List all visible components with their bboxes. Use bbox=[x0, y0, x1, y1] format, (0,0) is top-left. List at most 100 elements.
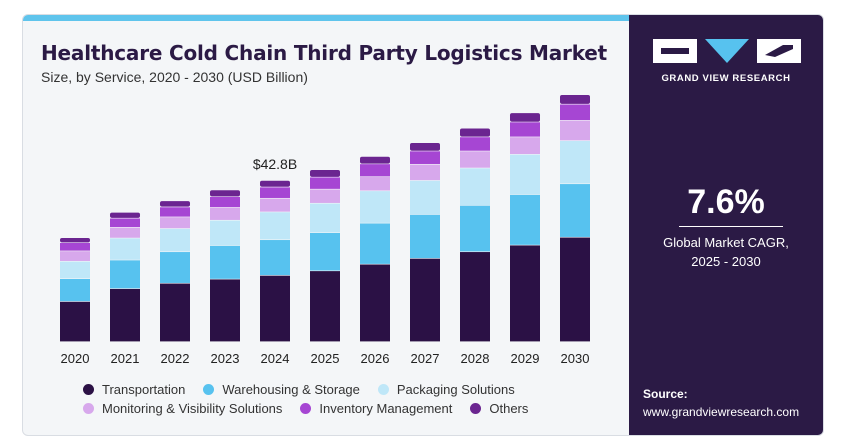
bar-2025-inventory-management bbox=[310, 177, 340, 189]
bar-2023-monitoring-visibility-solutions bbox=[210, 207, 240, 220]
bar-2026-others bbox=[360, 156, 390, 164]
bar-2020-packaging-solutions bbox=[60, 261, 90, 279]
bar-2020-warehousing-storage bbox=[60, 278, 90, 302]
legend-item: Warehousing & Storage bbox=[203, 382, 360, 397]
legend-swatch bbox=[300, 403, 312, 414]
data-label-total: $42.8B bbox=[253, 156, 297, 172]
cagr-divider bbox=[679, 226, 783, 227]
bar-2030-inventory-management bbox=[560, 104, 590, 121]
bar-2027-monitoring-visibility-solutions bbox=[410, 164, 440, 181]
x-tick-label: 2028 bbox=[461, 351, 490, 366]
bar-2030-packaging-solutions bbox=[560, 140, 590, 184]
legend-label: Inventory Management bbox=[319, 401, 453, 416]
bar-2020-transportation bbox=[60, 301, 90, 342]
bar-2024-inventory-management bbox=[260, 187, 290, 198]
bar-2029-monitoring-visibility-solutions bbox=[510, 137, 540, 155]
x-tick-label: 2029 bbox=[511, 351, 540, 366]
cagr-label-line1: Global Market CAGR, bbox=[663, 235, 789, 250]
bar-2023-warehousing-storage bbox=[210, 245, 240, 279]
bar-2026-transportation bbox=[360, 264, 390, 342]
legend-item: Transportation bbox=[83, 382, 185, 397]
cagr-label-line2: 2025 - 2030 bbox=[691, 254, 761, 269]
bar-2027-inventory-management bbox=[410, 151, 440, 164]
cagr-label: Global Market CAGR, 2025 - 2030 bbox=[629, 233, 823, 271]
bar-2026-packaging-solutions bbox=[360, 191, 390, 223]
bar-2028-inventory-management bbox=[460, 137, 490, 151]
bar-2022-inventory-management bbox=[160, 207, 190, 217]
bar-2026-monitoring-visibility-solutions bbox=[360, 177, 390, 191]
x-tick-label: 2020 bbox=[61, 351, 90, 366]
bar-2029-transportation bbox=[510, 245, 540, 342]
bar-2025-monitoring-visibility-solutions bbox=[310, 189, 340, 203]
bar-2028-others bbox=[460, 128, 490, 137]
sidebar-panel: GRAND VIEW RESEARCH 7.6% Global Market C… bbox=[629, 15, 823, 435]
bar-2022-monitoring-visibility-solutions bbox=[160, 217, 190, 229]
bar-2023-others bbox=[210, 190, 240, 197]
bar-2028-packaging-solutions bbox=[460, 168, 490, 206]
chart-panel: Healthcare Cold Chain Third Party Logist… bbox=[23, 15, 629, 435]
bar-2024-transportation bbox=[260, 275, 290, 342]
x-tick-label: 2027 bbox=[411, 351, 440, 366]
brand-name: GRAND VIEW RESEARCH bbox=[661, 73, 791, 84]
source-link[interactable]: www.grandviewresearch.com bbox=[643, 405, 800, 419]
x-tick-label: 2030 bbox=[561, 351, 590, 366]
bar-2021-warehousing-storage bbox=[110, 260, 140, 289]
legend-item: Monitoring & Visibility Solutions bbox=[83, 401, 282, 416]
bar-2025-transportation bbox=[310, 271, 340, 342]
legend-swatch bbox=[83, 403, 94, 414]
bar-2029-inventory-management bbox=[510, 122, 540, 137]
x-tick-label: 2026 bbox=[361, 351, 390, 366]
legend-item: Packaging Solutions bbox=[377, 382, 515, 397]
bar-2020-monitoring-visibility-solutions bbox=[60, 251, 90, 261]
bar-2027-transportation bbox=[410, 258, 440, 342]
x-tick-label: 2025 bbox=[311, 351, 340, 366]
legend-swatch bbox=[83, 384, 94, 395]
stacked-bar-chart: 2020 2021 2022 2023 2024 2025 2026 2027 2028 2029… bbox=[60, 94, 590, 366]
bar-2027-packaging-solutions bbox=[410, 180, 440, 215]
bar-2025-warehousing-storage bbox=[310, 232, 340, 271]
bar-2020-others bbox=[60, 237, 90, 243]
bar-2024-packaging-solutions bbox=[260, 212, 290, 240]
bar-2022-warehousing-storage bbox=[160, 252, 190, 283]
chart-legend: Transportation Warehousing & Storage Packa… bbox=[83, 382, 603, 416]
bar-2025-others bbox=[310, 169, 340, 177]
bar-2030-warehousing-storage bbox=[560, 184, 590, 237]
bar-2030-others bbox=[560, 94, 590, 104]
x-tick-label: 2022 bbox=[161, 351, 190, 366]
x-tick-label: 2021 bbox=[111, 351, 140, 366]
bar-2023-inventory-management bbox=[210, 196, 240, 208]
bar-2026-inventory-management bbox=[360, 164, 390, 177]
legend-label: Warehousing & Storage bbox=[222, 382, 360, 397]
chart-card: Healthcare Cold Chain Third Party Logist… bbox=[22, 14, 824, 436]
x-tick-label: 2023 bbox=[211, 351, 240, 366]
legend-swatch bbox=[203, 384, 215, 395]
bar-2022-packaging-solutions bbox=[160, 228, 190, 252]
x-tick-label: 2024 bbox=[261, 351, 290, 366]
bar-2021-transportation bbox=[110, 288, 140, 342]
chart-title: Healthcare Cold Chain Third Party Logist… bbox=[41, 41, 607, 65]
grand-view-research-logo bbox=[653, 39, 801, 63]
bar-2024-monitoring-visibility-solutions bbox=[260, 198, 290, 212]
bar-2021-others bbox=[110, 212, 140, 218]
bar-2030-monitoring-visibility-solutions bbox=[560, 120, 590, 141]
legend-label: Monitoring & Visibility Solutions bbox=[102, 401, 283, 416]
bar-2022-others bbox=[160, 201, 190, 207]
bar-2023-packaging-solutions bbox=[210, 220, 240, 246]
bar-2030-transportation bbox=[560, 237, 590, 342]
bar-2022-transportation bbox=[160, 283, 190, 342]
bar-2021-monitoring-visibility-solutions bbox=[110, 227, 140, 238]
bar-2021-packaging-solutions bbox=[110, 238, 140, 260]
bar-2028-transportation bbox=[460, 252, 490, 342]
bar-2025-packaging-solutions bbox=[310, 203, 340, 233]
bar-2024-warehousing-storage bbox=[260, 240, 290, 276]
source-label: Source: bbox=[643, 387, 688, 401]
bar-2027-warehousing-storage bbox=[410, 214, 440, 259]
bar-2029-warehousing-storage bbox=[510, 194, 540, 245]
bar-2029-others bbox=[510, 113, 540, 122]
legend-swatch bbox=[470, 403, 482, 414]
bar-2027-others bbox=[410, 143, 440, 151]
legend-label: Transportation bbox=[102, 382, 186, 397]
bar-2024-others bbox=[260, 180, 290, 187]
bar-2028-monitoring-visibility-solutions bbox=[460, 151, 490, 168]
chart-subtitle: Size, by Service, 2020 - 2030 (USD Billi… bbox=[41, 69, 308, 85]
